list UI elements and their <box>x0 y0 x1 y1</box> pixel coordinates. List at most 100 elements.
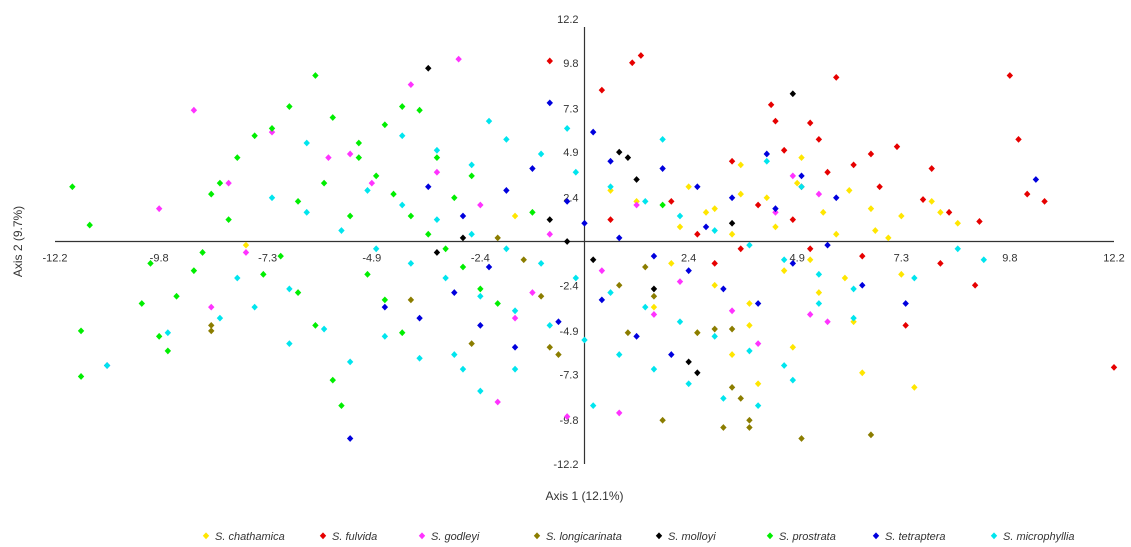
data-point <box>407 212 415 220</box>
data-point <box>69 183 76 191</box>
data-point <box>416 314 423 322</box>
data-point <box>642 197 649 205</box>
data-point <box>451 194 458 202</box>
data-point <box>277 252 284 260</box>
data-point <box>520 256 527 264</box>
data-point <box>1006 72 1014 79</box>
data-point <box>155 205 163 213</box>
data-point <box>685 183 692 191</box>
data-point <box>303 208 310 216</box>
data-point <box>494 234 501 242</box>
data-point <box>455 55 462 63</box>
data-point <box>685 267 692 275</box>
data-point <box>824 241 831 249</box>
series-1 <box>546 52 1118 371</box>
legend-item: S. chathamica <box>202 531 285 543</box>
data-point <box>442 274 449 282</box>
data-point <box>928 197 935 205</box>
data-point <box>563 197 571 205</box>
data-point <box>685 358 692 366</box>
data-point <box>607 183 614 191</box>
data-point <box>815 270 823 278</box>
data-point <box>563 125 571 132</box>
data-point <box>451 351 458 358</box>
legend-item: S. tetraptera <box>872 531 946 543</box>
data-point <box>433 249 441 256</box>
legend-label: S. prostrata <box>779 531 836 543</box>
legend-item: S. godleyi <box>418 531 480 543</box>
data-point <box>650 292 658 300</box>
x-tick-label: -4.9 <box>362 253 381 265</box>
data-point <box>633 176 640 183</box>
data-point <box>164 347 172 355</box>
data-point <box>368 179 376 187</box>
data-point <box>216 314 224 322</box>
data-point <box>451 289 458 296</box>
data-point <box>477 292 484 300</box>
data-point <box>494 300 501 307</box>
y-tick-label: -9.8 <box>560 415 579 427</box>
data-point <box>346 212 354 220</box>
data-point <box>746 241 753 249</box>
data-point <box>928 165 935 172</box>
data-point <box>668 351 675 358</box>
data-point <box>815 135 823 143</box>
data-point <box>364 270 371 278</box>
data-point <box>728 194 736 202</box>
data-point <box>898 212 905 220</box>
data-point <box>381 121 389 129</box>
data-point <box>676 223 684 231</box>
data-point <box>616 351 623 358</box>
data-point <box>372 245 380 253</box>
x-tick-label: 7.3 <box>894 253 909 265</box>
data-point <box>555 318 562 326</box>
data-point <box>772 223 779 231</box>
data-point <box>728 384 736 391</box>
data-point <box>598 267 606 275</box>
data-point <box>820 208 827 216</box>
data-point <box>754 300 762 307</box>
data-point <box>268 194 276 202</box>
data-point <box>954 245 961 253</box>
legend-label: S. molloyi <box>668 531 716 543</box>
data-point <box>511 314 519 322</box>
data-point <box>633 197 640 205</box>
data-point <box>659 201 666 209</box>
y-axis-title: Axis 2 (9.7%) <box>11 206 25 277</box>
legend-label: S. godleyi <box>431 531 480 543</box>
data-point <box>850 318 857 326</box>
data-point <box>798 435 805 442</box>
legend-label: S. microphyllia <box>1003 531 1075 543</box>
data-point <box>433 216 441 224</box>
data-point <box>911 384 918 391</box>
data-point <box>355 154 363 162</box>
data-point <box>598 296 606 304</box>
data-point <box>616 234 623 242</box>
data-point <box>77 373 85 380</box>
data-point <box>399 329 406 337</box>
data-point <box>225 179 232 187</box>
data-point <box>312 321 319 329</box>
data-point <box>346 150 354 158</box>
data-point <box>971 281 979 289</box>
data-point <box>633 332 640 340</box>
data-point <box>407 81 415 89</box>
data-point <box>581 336 588 344</box>
data-point <box>329 376 336 384</box>
data-point <box>702 208 710 216</box>
data-point <box>320 179 328 187</box>
data-point <box>872 227 879 234</box>
data-point <box>511 365 519 373</box>
series-3 <box>208 234 875 442</box>
data-point <box>312 72 319 79</box>
data-point <box>624 154 632 162</box>
data-point <box>381 296 389 304</box>
data-point <box>607 157 614 165</box>
data-point <box>945 208 953 216</box>
data-point <box>416 106 423 114</box>
legend-item: S. fulvida <box>319 531 377 543</box>
data-point <box>642 303 649 311</box>
data-point <box>737 161 744 169</box>
data-point <box>616 281 623 289</box>
data-point <box>685 380 692 388</box>
